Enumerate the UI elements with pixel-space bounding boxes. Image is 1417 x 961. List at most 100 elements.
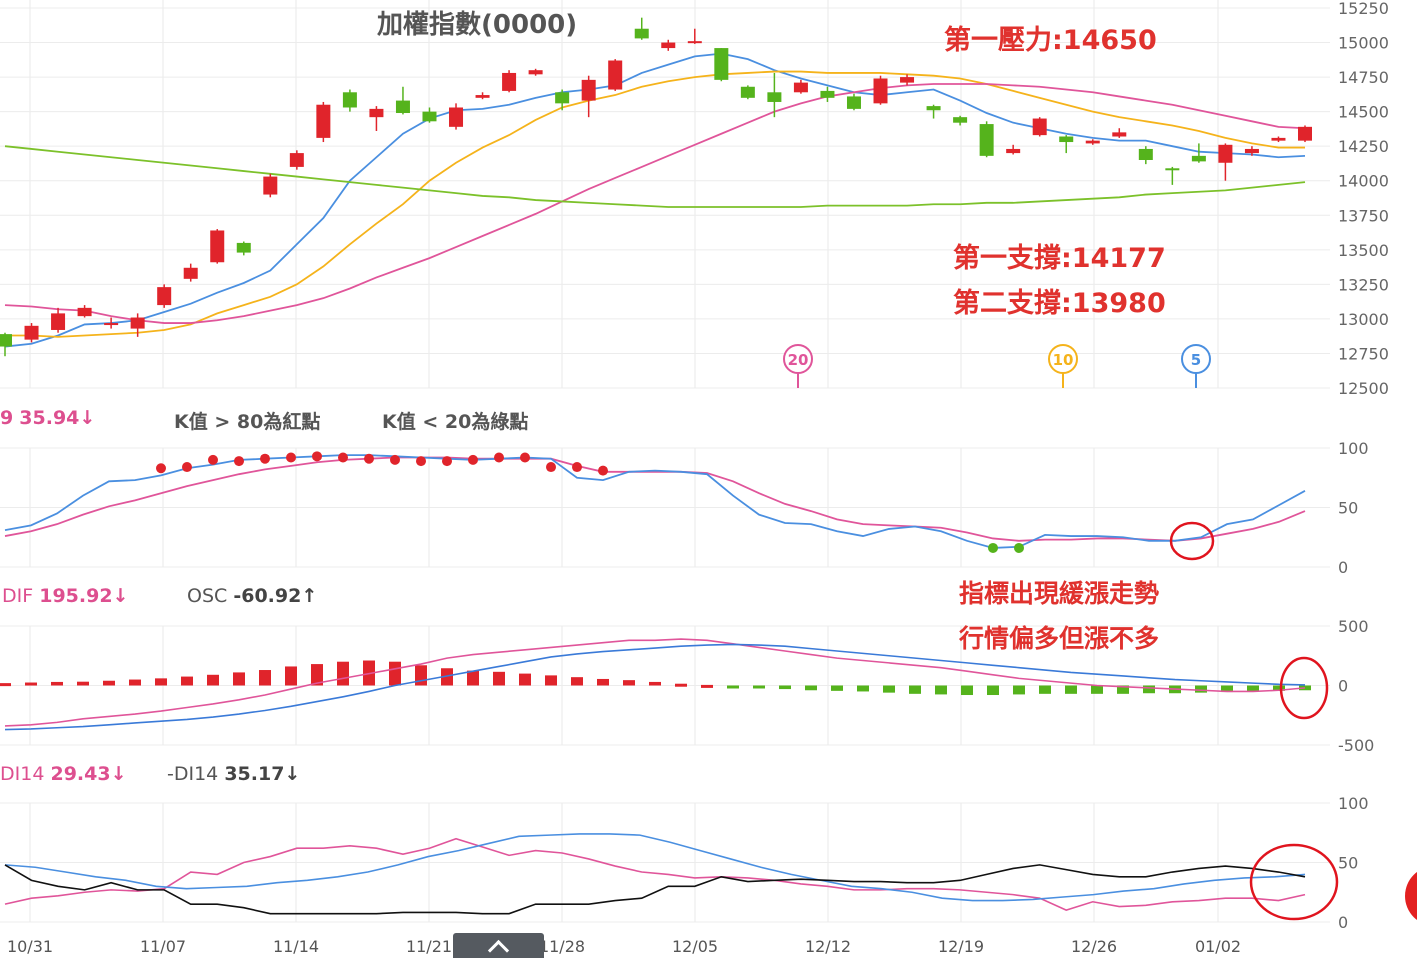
osc-bar xyxy=(961,685,973,696)
candle-body xyxy=(873,78,888,104)
kd-red-dot xyxy=(468,454,478,465)
osc-value: -60.92↑ xyxy=(233,585,318,607)
candle-body xyxy=(767,92,782,102)
collapse-panel-button[interactable] xyxy=(453,933,544,961)
ma-marker-label: 20 xyxy=(788,351,809,369)
x-tick-label: 12/12 xyxy=(805,937,851,956)
osc-bar xyxy=(1039,685,1051,694)
osc-bar xyxy=(493,671,505,686)
candle-body xyxy=(634,28,649,39)
osc-bar xyxy=(519,673,531,686)
kd-green-dot xyxy=(988,542,998,553)
ma-line-20 xyxy=(4,83,1306,324)
pdi-readout: DI14 29.43↓ xyxy=(0,763,127,785)
osc-bar xyxy=(129,679,141,686)
dmi-line-1 xyxy=(4,833,1306,902)
candle-body xyxy=(979,124,994,156)
osc-bar xyxy=(285,666,297,686)
candle-body xyxy=(1271,137,1286,141)
candle-body xyxy=(608,60,623,90)
osc-bar xyxy=(1091,685,1103,694)
candle-body xyxy=(953,117,968,123)
osc-bar xyxy=(701,684,713,688)
kd-red-dot xyxy=(182,462,192,473)
candle-body xyxy=(24,325,39,340)
osc-bar xyxy=(441,668,453,686)
pdi-label: DI14 xyxy=(0,763,45,785)
osc-bar xyxy=(1221,685,1233,693)
y-tick-label: 100 xyxy=(1338,439,1369,458)
candle-body xyxy=(502,72,517,91)
macd-panel xyxy=(0,638,1329,731)
comment2-annotation: 行情偏多但漲不多 xyxy=(959,624,1160,653)
candle-body xyxy=(1218,144,1233,163)
k-line xyxy=(4,454,1306,549)
kd-note-red: K值 > 80為紅點 xyxy=(174,411,321,433)
kd-red-dot xyxy=(416,456,426,467)
osc-bar xyxy=(649,681,661,686)
osc-bar xyxy=(415,665,427,686)
candle-body xyxy=(1191,155,1206,162)
y-tick-label: 0 xyxy=(1338,558,1348,577)
x-tick-label: 01/02 xyxy=(1195,937,1241,956)
comment1-annotation: 指標出現緩漲走勢 xyxy=(959,579,1160,608)
y-tick-label: 14000 xyxy=(1338,172,1389,191)
mdi-value: 35.17↓ xyxy=(224,763,301,785)
macd-readout: DIF 195.92↓ xyxy=(2,585,128,607)
y-tick-label: 13750 xyxy=(1338,206,1389,225)
candle-body xyxy=(104,323,119,326)
candle-body xyxy=(342,92,357,108)
y-tick-label: 14750 xyxy=(1338,68,1389,87)
candle-body xyxy=(157,287,172,306)
osc-bar xyxy=(207,674,219,686)
kd-green-dot xyxy=(1014,542,1024,553)
y-tick-label: 15250 xyxy=(1338,0,1389,18)
dif-line xyxy=(4,643,1306,731)
osc-bar xyxy=(571,677,583,686)
osc-bar xyxy=(77,681,89,686)
osc-bar xyxy=(779,685,791,690)
y-tick-label: 50 xyxy=(1338,499,1358,518)
osc-bar xyxy=(259,670,271,686)
osc-bar xyxy=(233,672,245,686)
osc-bar xyxy=(545,675,557,686)
osc-bar xyxy=(1247,685,1259,692)
resistance-annotation: 第一壓力:14650 xyxy=(944,25,1157,56)
osc-bar xyxy=(623,680,635,686)
kd-red-dot xyxy=(260,453,270,464)
y-tick-label: 13000 xyxy=(1338,310,1389,329)
mdi-label: -DI14 xyxy=(167,763,219,785)
kd-red-dot xyxy=(546,462,556,473)
dmi-panel xyxy=(4,833,1339,921)
candle-body xyxy=(1138,148,1153,160)
x-tick-label: 11/14 xyxy=(273,937,319,956)
chart-axes: 12500 12750 13000 13250 13500 13750 14000 14250… xyxy=(7,0,1389,956)
candle-body xyxy=(1059,136,1074,143)
y-tick-label: -500 xyxy=(1338,736,1374,755)
y-tick-label: 13500 xyxy=(1338,241,1389,260)
y-tick-label: 15000 xyxy=(1338,34,1389,53)
dif-label: DIF xyxy=(2,585,34,607)
candle-body xyxy=(926,106,941,111)
y-tick-label: 50 xyxy=(1338,854,1358,873)
y-tick-label: 500 xyxy=(1338,617,1369,636)
osc-bar xyxy=(1143,685,1155,694)
kd-red-dot xyxy=(338,452,348,463)
candle-body xyxy=(316,104,331,138)
candle-body xyxy=(422,111,437,122)
candle-body xyxy=(581,79,596,101)
kd-prefix: 9 xyxy=(0,407,14,429)
candle-body xyxy=(449,107,464,127)
osc-bar xyxy=(311,664,323,686)
d-line xyxy=(4,456,1306,542)
highlight-circle xyxy=(1249,843,1339,921)
candle-body xyxy=(555,92,570,104)
osc-bar xyxy=(467,670,479,686)
kd-red-dot xyxy=(156,463,166,474)
ma-marker-label: 5 xyxy=(1191,351,1201,369)
kd-red-dot xyxy=(312,451,322,462)
candle-body xyxy=(369,108,384,118)
candle-body xyxy=(1298,126,1312,141)
highlight-circle xyxy=(1169,521,1215,561)
